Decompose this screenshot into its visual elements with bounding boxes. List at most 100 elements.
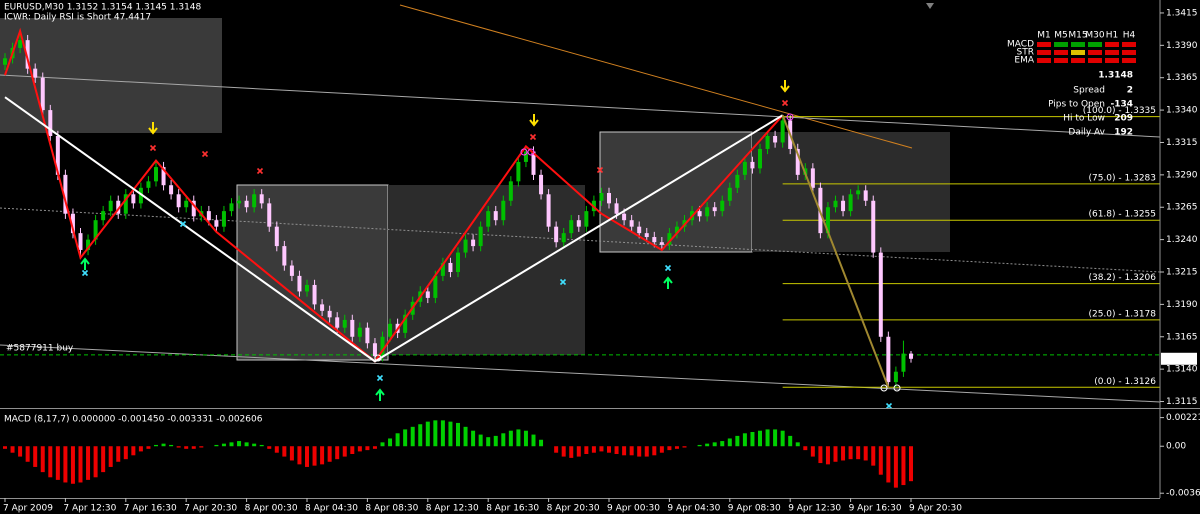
signal-cell <box>1122 50 1136 55</box>
macd-bar <box>561 446 566 457</box>
macd-bar <box>607 446 611 453</box>
macd-bar <box>146 446 151 449</box>
macd-bar <box>478 434 483 447</box>
macd-bar <box>674 446 679 449</box>
y-tick-label: 0.00 <box>1166 442 1186 452</box>
candle-body <box>25 40 30 69</box>
candle-body <box>463 239 468 253</box>
x-tick-label: 9 Apr 16:30 <box>849 504 902 514</box>
candle-body <box>863 190 868 201</box>
candle-body <box>531 151 536 175</box>
macd-bar <box>252 443 257 447</box>
macd-bar <box>659 446 664 453</box>
signal-cell <box>1088 50 1102 55</box>
candle-body <box>584 211 589 227</box>
macd-bar <box>267 446 272 449</box>
candle-body <box>780 120 785 143</box>
macd-bar <box>18 446 23 457</box>
macd-bar <box>629 446 634 456</box>
macd-bar <box>410 426 415 447</box>
signal-row-label: STR <box>1017 48 1034 58</box>
candle-body <box>48 110 53 136</box>
signal-column: M5 <box>1054 31 1068 41</box>
macd-bar <box>101 446 106 473</box>
macd-bar <box>448 421 453 447</box>
candle-body <box>697 211 702 217</box>
candle-body <box>674 226 679 234</box>
info-value: -134 <box>1110 100 1133 110</box>
candle-body <box>342 319 347 328</box>
info-label: Daily Av <box>1068 128 1105 138</box>
macd-bar <box>576 446 581 457</box>
x-tick-label: 9 Apr 20:30 <box>909 504 962 514</box>
macd-bar <box>705 443 710 447</box>
candle-body <box>878 252 883 337</box>
fib-label: (75.0) - 1.3283 <box>1088 173 1156 183</box>
macd-bar <box>810 446 815 457</box>
macd-bar <box>486 437 491 447</box>
candle-body <box>267 203 272 227</box>
x-tick-label: 7 Apr 12:30 <box>63 504 116 514</box>
candle-body <box>206 211 211 221</box>
macd-bar <box>305 446 309 467</box>
candle-body <box>810 168 815 188</box>
macd-bar <box>123 446 128 460</box>
candle-body <box>86 239 91 250</box>
macd-bar <box>86 446 91 480</box>
macd-bar <box>795 442 800 447</box>
candle-body <box>501 200 506 221</box>
zones <box>0 18 950 361</box>
candle-body <box>825 207 830 234</box>
candle-body <box>901 353 906 372</box>
info-label: Spread <box>1073 86 1105 96</box>
candle-body <box>327 310 332 318</box>
candle-body <box>380 336 385 357</box>
candle-body <box>773 136 778 143</box>
macd-bar <box>93 446 98 478</box>
macd-bar <box>614 446 619 454</box>
macd-bar <box>10 446 15 453</box>
zigzag-line <box>4 96 784 363</box>
candle-body <box>561 233 566 243</box>
info-price: 1.3148 <box>1098 71 1133 81</box>
x-tick-label: 8 Apr 08:30 <box>365 504 418 514</box>
macd-bar <box>327 446 332 462</box>
candle-body <box>614 203 619 214</box>
macd-bar <box>569 446 574 458</box>
candle-body <box>539 174 544 195</box>
macd-bar <box>418 424 423 447</box>
macd-bar <box>388 438 393 447</box>
candle-body <box>101 211 106 221</box>
info-value: 192 <box>1114 128 1133 138</box>
candle-body <box>712 207 717 212</box>
candle-body <box>644 233 649 238</box>
candle-body <box>871 200 876 253</box>
macd-bar <box>622 446 627 456</box>
macd-bar <box>237 441 242 447</box>
y-tick-label: 1.3115 <box>1166 397 1198 407</box>
candle-body <box>403 314 408 333</box>
y-tick-label: 1.3165 <box>1166 332 1198 342</box>
y-tick-label: 1.3315 <box>1166 138 1198 148</box>
y-tick-label: 1.3390 <box>1166 41 1198 51</box>
signal-cell <box>1054 50 1068 55</box>
macd-bar <box>425 421 430 447</box>
signal-cell <box>1122 58 1136 63</box>
signal-cell <box>1088 42 1102 47</box>
candle-body <box>259 194 264 204</box>
macd-bar <box>244 442 249 447</box>
y-tick-label: 1.3265 <box>1166 203 1198 213</box>
candle-body <box>599 192 604 201</box>
macd-bar <box>727 438 732 447</box>
candle-body <box>750 161 755 169</box>
macd-bar <box>750 432 755 447</box>
macd-bar <box>765 429 770 447</box>
macd-title: MACD (8,17,7) 0.000000 -0.001450 -0.0033… <box>4 415 263 425</box>
candle-body <box>123 194 128 214</box>
macd-bar <box>531 434 536 447</box>
x-tick-label: 8 Apr 04:30 <box>305 504 358 514</box>
trendline <box>0 344 1161 403</box>
macd-bar <box>191 446 196 449</box>
signal-row-label: EMA <box>1014 56 1034 66</box>
candle-body <box>138 187 143 204</box>
